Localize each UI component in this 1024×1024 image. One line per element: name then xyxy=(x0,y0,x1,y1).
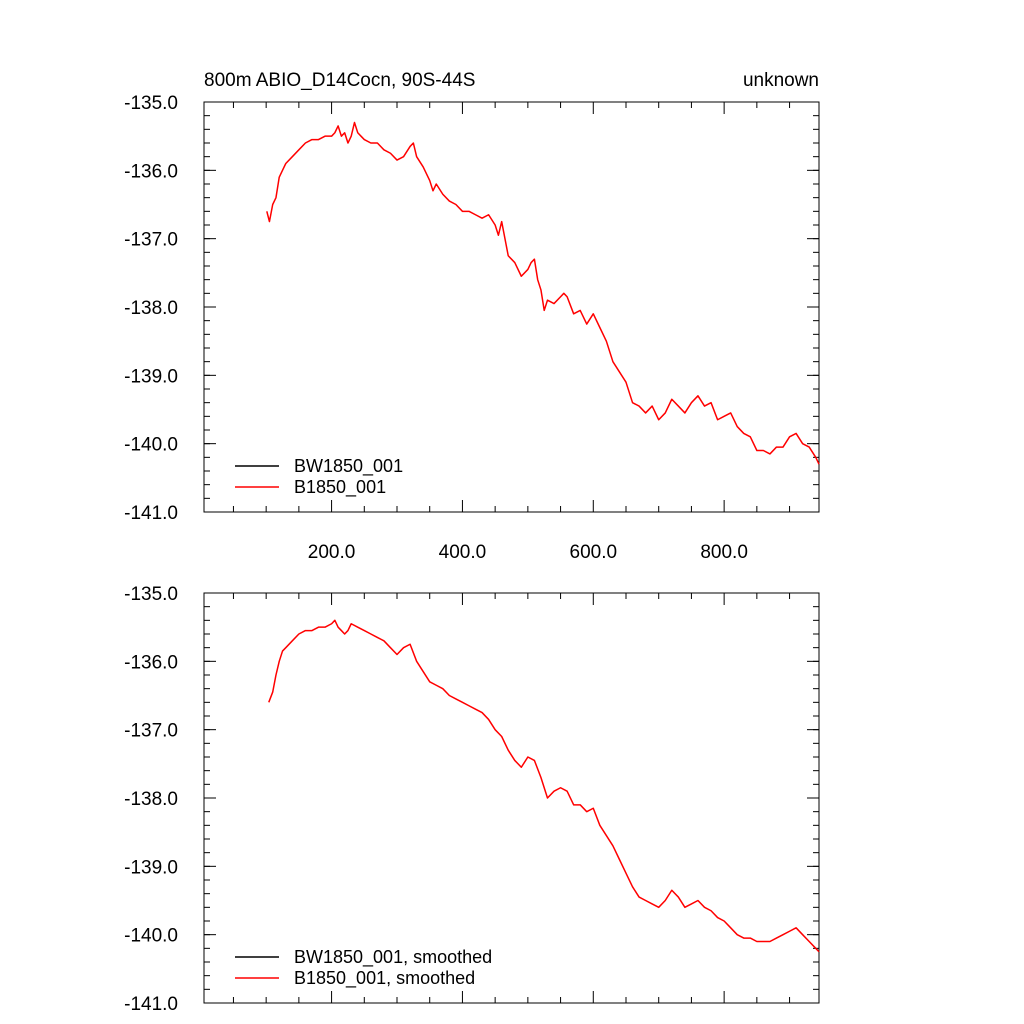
y-tick-label: -141.0 xyxy=(124,503,178,524)
legend-label: BW1850_001, smoothed xyxy=(294,947,492,968)
y-tick-label: -135.0 xyxy=(124,584,178,605)
plot-frame xyxy=(203,101,820,513)
y-tick-label: -135.0 xyxy=(124,93,178,114)
y-tick-label: -140.0 xyxy=(124,926,178,947)
y-tick-label: -139.0 xyxy=(124,857,178,878)
x-tick-label: 600.0 xyxy=(570,542,618,563)
y-tick-label: -139.0 xyxy=(124,366,178,387)
bottom-panel: -135.0 -136.0 -137.0 -138.0 -139.0 -140.0 -141… xyxy=(124,584,820,1015)
top-panel: -135.0 -136.0 -137.0 -138.0 -139.0 -140.0 -141… xyxy=(124,93,820,563)
y-tick-label: -141.0 xyxy=(124,994,178,1015)
y-tick-label: -138.0 xyxy=(124,789,178,810)
y-tick-label: -137.0 xyxy=(124,721,178,742)
chart-title: 800m ABIO_D14Cocn, 90S-44S xyxy=(204,70,475,91)
y-tick-label: -138.0 xyxy=(124,298,178,319)
series-line-b1850-001 xyxy=(266,121,820,465)
x-tick-label: 200.0 xyxy=(308,542,356,563)
chart-subtitle-right: unknown xyxy=(743,70,819,91)
y-tick-label: -136.0 xyxy=(124,652,178,673)
series-line-b1850-001-smoothed xyxy=(268,619,820,953)
x-tick-label: 400.0 xyxy=(439,542,487,563)
x-tick-label: 800.0 xyxy=(700,542,748,563)
y-tick-label: -137.0 xyxy=(124,230,178,251)
y-tick-label: -136.0 xyxy=(124,161,178,182)
y-tick-label: -140.0 xyxy=(124,435,178,456)
legend-label: B1850_001, smoothed xyxy=(294,968,475,989)
legend-label: BW1850_001 xyxy=(294,456,403,477)
legend-label: B1850_001 xyxy=(294,477,386,498)
plot-frame xyxy=(203,592,820,1004)
